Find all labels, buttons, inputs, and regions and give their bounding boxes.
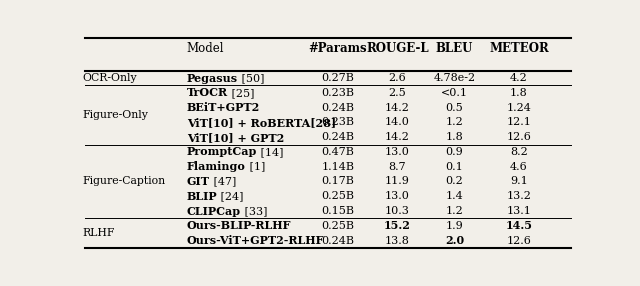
Text: 2.0: 2.0 [445,235,464,246]
Text: [47]: [47] [210,176,236,186]
Text: 14.2: 14.2 [385,103,410,113]
Text: #Params: #Params [308,42,367,55]
Text: 4.78e-2: 4.78e-2 [433,73,476,83]
Text: 13.0: 13.0 [385,191,410,201]
Text: 12.1: 12.1 [506,117,531,127]
Text: 8.7: 8.7 [388,162,406,172]
Text: 0.5: 0.5 [445,103,463,113]
Text: Figure-Only: Figure-Only [83,110,148,120]
Text: Figure-Caption: Figure-Caption [83,176,166,186]
Text: 15.2: 15.2 [384,220,411,231]
Text: 13.1: 13.1 [506,206,531,216]
Text: 0.23B: 0.23B [321,117,355,127]
Text: 0.25B: 0.25B [321,191,355,201]
Text: BEiT+GPT2: BEiT+GPT2 [187,102,260,113]
Text: BLIP: BLIP [187,191,217,202]
Text: 0.1: 0.1 [445,162,463,172]
Text: [24]: [24] [217,191,244,201]
Text: CLIPCap: CLIPCap [187,206,241,217]
Text: Pegasus: Pegasus [187,73,238,84]
Text: METEOR: METEOR [489,42,549,55]
Text: Ours-ViT+GPT2-RLHF: Ours-ViT+GPT2-RLHF [187,235,324,246]
Text: Ours-BLIP-RLHF: Ours-BLIP-RLHF [187,220,291,231]
Text: 0.2: 0.2 [445,176,463,186]
Text: ViT[10] + RoBERTA[28]: ViT[10] + RoBERTA[28] [187,117,336,128]
Text: 0.9: 0.9 [445,147,463,157]
Text: Model: Model [187,42,224,55]
Text: [1]: [1] [246,162,265,172]
Text: 0.15B: 0.15B [321,206,355,216]
Text: 1.2: 1.2 [445,117,463,127]
Text: [33]: [33] [241,206,268,216]
Text: 1.24: 1.24 [506,103,531,113]
Text: Flamingo: Flamingo [187,161,246,172]
Text: 1.4: 1.4 [445,191,463,201]
Text: 12.6: 12.6 [506,132,531,142]
Text: 2.5: 2.5 [388,88,406,98]
Text: PromptCap: PromptCap [187,146,257,157]
Text: RLHF: RLHF [83,228,115,238]
Text: 1.8: 1.8 [510,88,528,98]
Text: 4.6: 4.6 [510,162,528,172]
Text: BLEU: BLEU [436,42,473,55]
Text: 1.8: 1.8 [445,132,463,142]
Text: 9.1: 9.1 [510,176,528,186]
Text: 11.9: 11.9 [385,176,410,186]
Text: ROUGE-L: ROUGE-L [366,42,429,55]
Text: 14.2: 14.2 [385,132,410,142]
Text: [50]: [50] [238,73,264,83]
Text: 13.0: 13.0 [385,147,410,157]
Text: 0.23B: 0.23B [321,88,355,98]
Text: 10.3: 10.3 [385,206,410,216]
Text: 0.25B: 0.25B [321,221,355,231]
Text: 0.24B: 0.24B [321,236,355,246]
Text: GIT: GIT [187,176,210,187]
Text: 2.6: 2.6 [388,73,406,83]
Text: 4.2: 4.2 [510,73,528,83]
Text: <0.1: <0.1 [441,88,468,98]
Text: [14]: [14] [257,147,284,157]
Text: [25]: [25] [228,88,254,98]
Text: 0.47B: 0.47B [321,147,355,157]
Text: ViT[10] + GPT2: ViT[10] + GPT2 [187,132,284,143]
Text: TrOCR: TrOCR [187,87,228,98]
Text: OCR-Only: OCR-Only [83,73,137,83]
Text: 14.0: 14.0 [385,117,410,127]
Text: 14.5: 14.5 [506,220,532,231]
Text: 0.17B: 0.17B [321,176,355,186]
Text: 0.24B: 0.24B [321,103,355,113]
Text: 1.9: 1.9 [445,221,463,231]
Text: 1.2: 1.2 [445,206,463,216]
Text: 13.8: 13.8 [385,236,410,246]
Text: 0.24B: 0.24B [321,132,355,142]
Text: 8.2: 8.2 [510,147,528,157]
Text: 12.6: 12.6 [506,236,531,246]
Text: 0.27B: 0.27B [321,73,355,83]
Text: 13.2: 13.2 [506,191,531,201]
Text: 1.14B: 1.14B [321,162,355,172]
